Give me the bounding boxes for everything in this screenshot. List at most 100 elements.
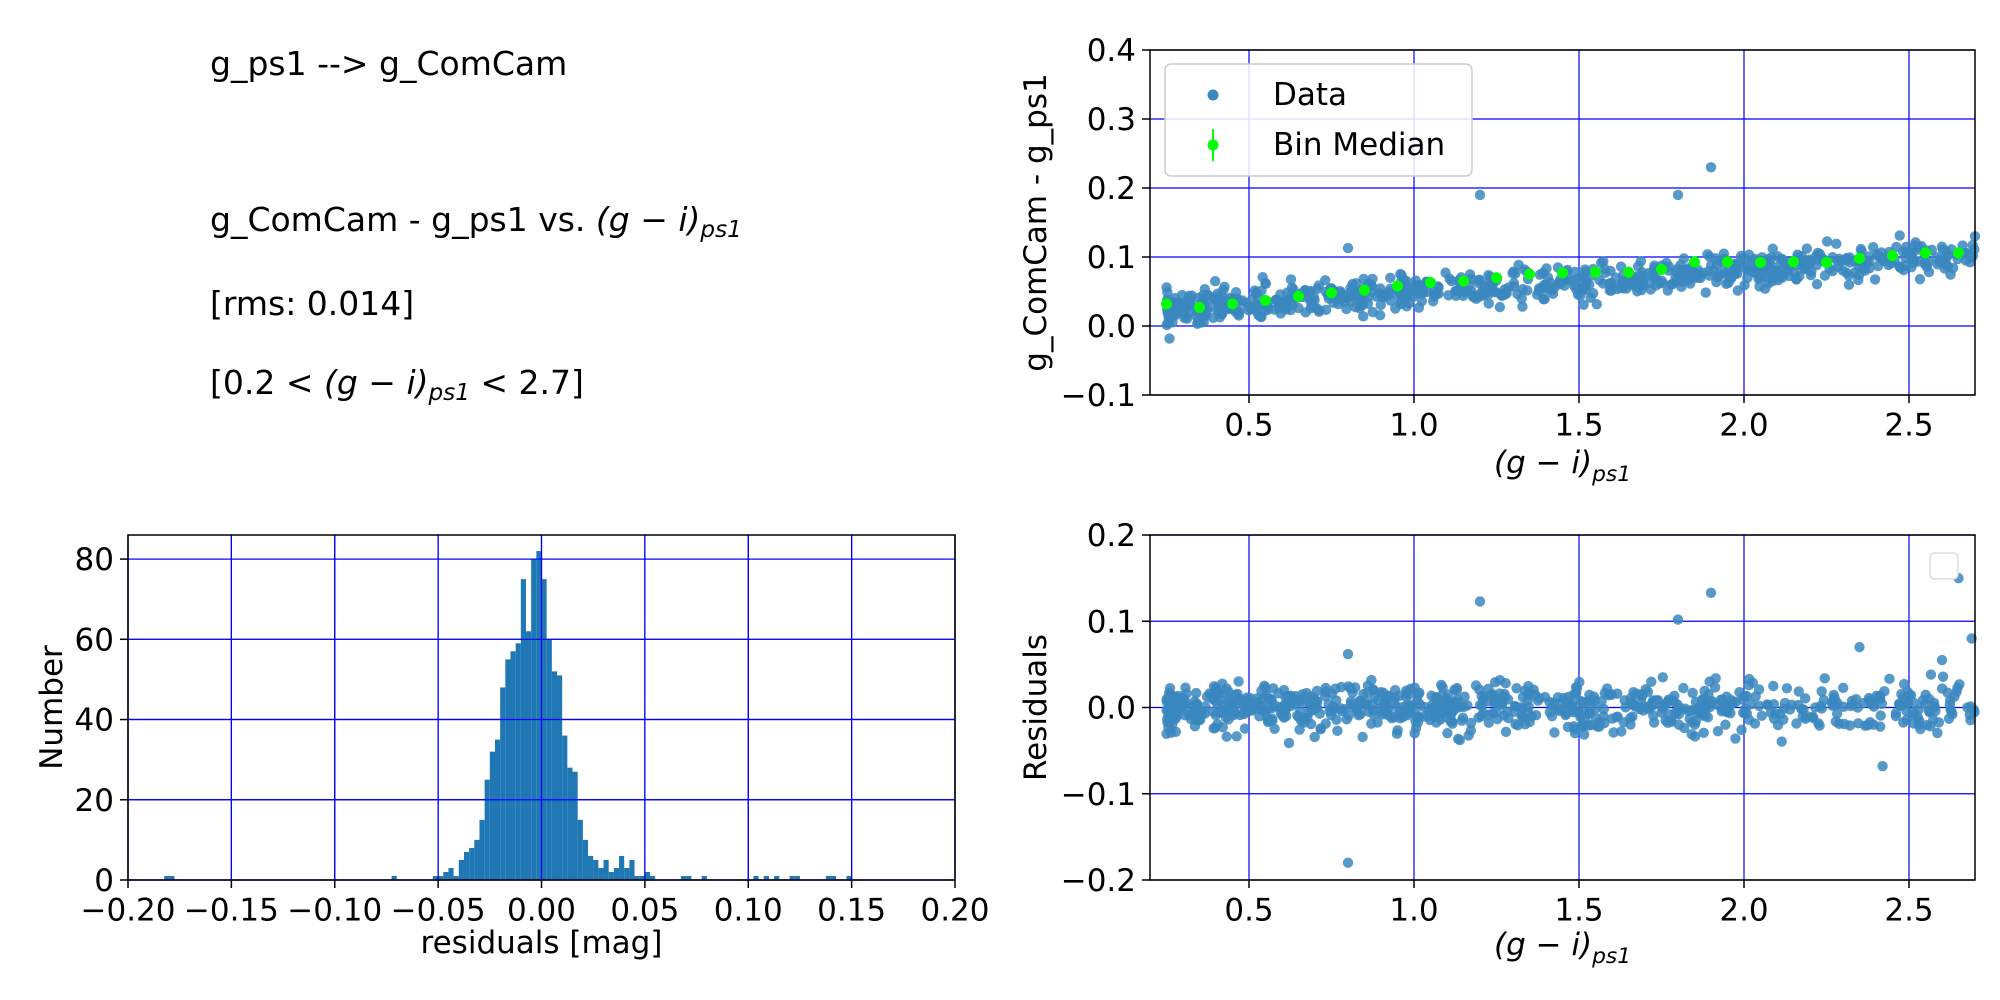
residual-point [1868,719,1879,730]
x-tick-label: −0.05 [391,892,486,928]
histogram-bar [593,859,599,880]
histogram-bar [577,819,583,880]
x-tick-label: 0.20 [920,892,989,928]
residual-point [1829,692,1840,703]
x-tick-label: 0.10 [714,892,783,928]
y-tick-label: 0.1 [1087,240,1136,276]
data-point [1219,281,1230,293]
residual-point [1190,687,1202,699]
data-point [1754,273,1766,284]
residual-point [1801,711,1813,722]
bin-median-point [1788,256,1799,268]
bin-median-point [1227,298,1238,310]
residual-point [1327,701,1339,712]
residual-point [1347,687,1358,698]
data-point [1672,189,1684,201]
histogram-bar [525,631,532,880]
color-term-plot: 0.5 1.0 1.5 2.0 2.5 −0.1 0.0 0.1 0.2 0.3 0.4 Data Bi… [1018,33,1981,487]
data-point [1483,298,1494,309]
residual-point [1949,691,1960,702]
data-point [1477,288,1489,300]
histogram-bar [458,859,464,880]
data-point [1770,265,1782,276]
residual-point [1239,723,1251,734]
residual-point [1200,701,1211,712]
residual-point [1691,704,1703,715]
residual-point [1549,727,1560,738]
histogram-bar [520,579,526,880]
residual-point [1494,688,1505,699]
y-tick-label: −0.2 [1061,863,1136,899]
residual-point [1221,731,1232,742]
residual-point [1589,695,1600,706]
residual-point [1260,705,1271,716]
residual-point [1332,725,1343,737]
data-point [1615,261,1627,272]
residual-point [1233,676,1244,687]
data-point [1708,265,1720,276]
x-tick-label: 1.5 [1554,892,1603,928]
x-tick-label: 0.5 [1224,407,1273,443]
residual-point [1256,685,1267,697]
data-point [1827,265,1838,277]
residual-point [1616,726,1627,737]
data-point [1494,301,1506,313]
residual-point [1658,700,1669,711]
residual-point [1791,718,1802,729]
data-point [1567,275,1579,286]
histogram-bar [474,839,480,880]
residual-point [1834,718,1845,730]
residual-point [1522,695,1534,706]
residual-point [1319,690,1331,702]
y-axis-label: g_ComCam - g_ps1 [1018,73,1054,371]
comparison-label: g_ComCam - g_ps1 vs. (g − i)ps1 [210,200,742,243]
data-point [1798,259,1809,270]
histogram-bar [164,875,170,880]
bin-median-point [1458,275,1469,287]
y-axis-label: Residuals [1018,634,1054,781]
residual-point [1320,718,1331,729]
residual-point [1608,727,1619,738]
bin-median-point [1491,272,1502,284]
x-tick-label: 1.0 [1389,892,1438,928]
residual-point [1696,695,1708,706]
residual-point [1750,691,1761,702]
residual-point [1269,723,1280,734]
histogram-bar [489,751,495,880]
residual-point [1398,711,1409,722]
residual-point [1736,724,1747,736]
histogram-bar [629,859,635,880]
legend-data-label: Data [1273,77,1347,113]
histogram-bar [825,875,831,880]
data-point [1908,257,1919,268]
data-point [1342,242,1354,254]
data-point [1678,266,1689,278]
data-point [1741,254,1752,265]
histogram-bar [608,871,614,880]
residual-point [1575,711,1586,723]
residual-point [1564,699,1576,711]
data-point [1377,291,1388,302]
data-point [1967,239,1978,251]
y-tick-label: −0.1 [1061,378,1136,414]
histogram-bar [644,871,651,880]
data-points [1161,162,1981,344]
residual-point [1799,693,1811,704]
y-tick-label: 20 [75,783,114,819]
data-point [1654,278,1665,289]
residual-point [1342,857,1354,868]
data-point [1739,279,1750,291]
residual-point [1902,697,1914,708]
histogram-bar [650,875,656,880]
residual-point [1355,696,1366,707]
histogram-bar [598,867,604,880]
residual-point [1720,719,1731,730]
data-point [1667,278,1678,290]
data-point [1766,252,1777,263]
residual-point [1500,726,1512,738]
data-point [1895,262,1906,274]
color-range-label: [0.2 < (g − i)ps1 < 2.7] [210,363,584,406]
data-point [1849,267,1861,278]
residual-point [1487,707,1499,719]
histogram-bar [453,875,459,880]
